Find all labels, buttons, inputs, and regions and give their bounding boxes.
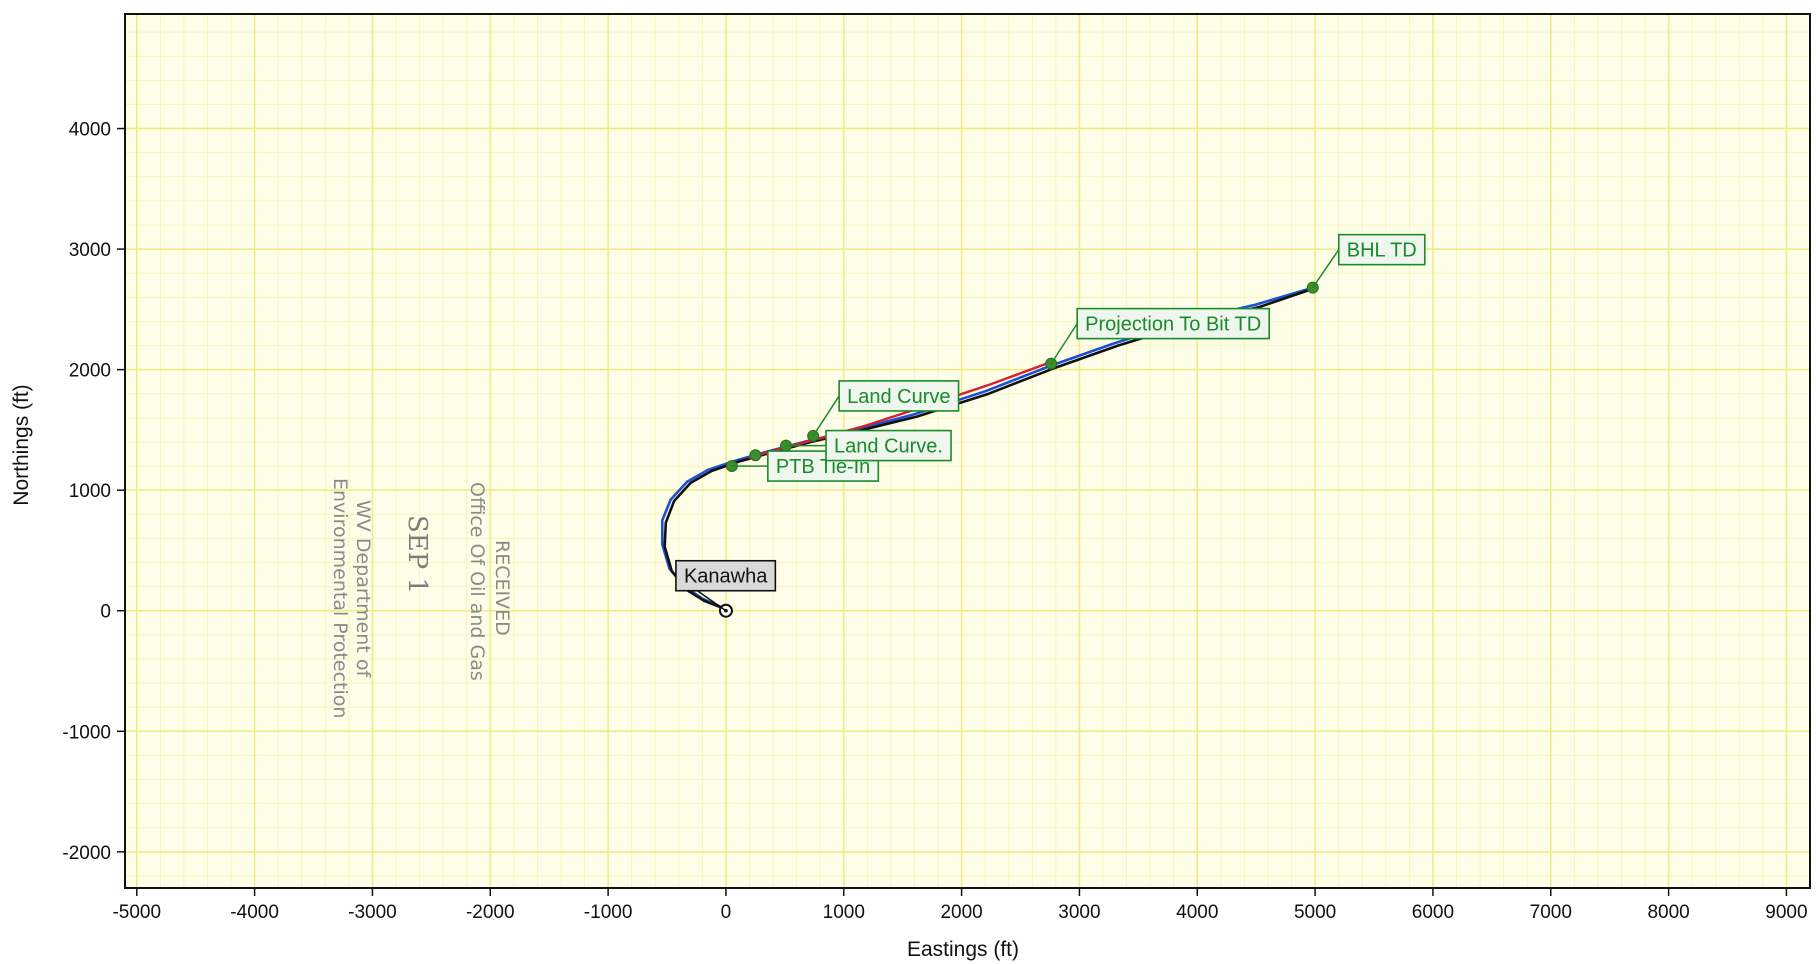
y-tick-label: 1000 (69, 481, 111, 502)
annotation-label: Projection To Bit TD (1085, 314, 1261, 336)
x-tick-label: 1000 (823, 902, 865, 923)
annotation-kanawha: Kanawha (675, 559, 777, 612)
x-tick-label: 9000 (1765, 902, 1807, 923)
y-tick-label: 4000 (69, 120, 111, 141)
annotation-box (1337, 233, 1426, 266)
x-tick-label: 7000 (1530, 902, 1572, 923)
received-stamp: RECEIVED Office Of Oil and Gas SEP 1 WV … (329, 478, 513, 718)
annotation-label: Land Curve (847, 386, 950, 408)
annotation-bhl-td: BHL TD (1312, 233, 1426, 289)
x-axis: -5000 -4000 -3000 -2000 -1000 0 1000 2000 3000 40… (112, 888, 1808, 923)
annotation-leader (1312, 249, 1340, 289)
annotation-label: Land Curve. (834, 436, 943, 458)
annotation-projection-to-bit-td: Projection To Bit TD (1050, 307, 1270, 365)
annotation-box (1076, 307, 1270, 340)
x-tick-label: -4000 (230, 902, 279, 923)
x-axis-title: Eastings (ft) (907, 938, 1019, 961)
x-tick-label: 8000 (1647, 902, 1689, 923)
annotation-box (825, 429, 952, 462)
annotation-land-curve: Land Curve (812, 380, 960, 437)
trajectory-series-3 (748, 361, 1052, 459)
stamp-line-office: Office Of Oil and Gas (466, 482, 488, 681)
annotation-label: Kanawha (684, 566, 768, 588)
annotation-land-curve: Land Curve. (786, 429, 952, 462)
stamp-line-environmental: Environmental Protection (329, 478, 351, 718)
x-tick-label: 2000 (940, 902, 982, 923)
annotation-box (838, 380, 960, 412)
annotation-leader (812, 395, 840, 437)
survey-point-marker (749, 449, 762, 462)
y-axis: -2000 -1000 0 1000 2000 3000 4000 (62, 120, 125, 864)
x-tick-label: 4000 (1176, 902, 1218, 923)
plot-background (125, 14, 1810, 888)
x-tick-label: 3000 (1058, 902, 1100, 923)
y-tick-label: -2000 (62, 843, 111, 864)
y-tick-label: 2000 (69, 361, 111, 382)
x-tick-label: 6000 (1412, 902, 1454, 923)
y-axis-title: Northings (ft) (10, 384, 33, 505)
x-tick-label: 0 (721, 902, 732, 923)
annotation-label: PTB Tie-In (776, 456, 870, 478)
x-tick-label: -1000 (584, 902, 633, 923)
y-tick-label: 0 (100, 602, 111, 623)
x-tick-label: 5000 (1294, 902, 1336, 923)
x-tick-label: -2000 (466, 902, 515, 923)
minor-gridlines (125, 14, 1810, 888)
annotation-box (675, 559, 777, 592)
y-tick-label: 3000 (69, 240, 111, 261)
major-gridlines (125, 14, 1810, 888)
annotation-leader (1050, 323, 1078, 365)
x-tick-label: -5000 (112, 902, 161, 923)
stamp-line-received: RECEIVED (491, 540, 513, 636)
stamp-line-date: SEP 1 (402, 515, 432, 594)
plot-frame (124, 13, 1811, 889)
stamp-line-department: WV Department of (352, 500, 374, 678)
x-tick-label: -3000 (348, 902, 397, 923)
annotation-label: BHL TD (1347, 240, 1417, 262)
y-tick-label: -1000 (62, 722, 111, 743)
